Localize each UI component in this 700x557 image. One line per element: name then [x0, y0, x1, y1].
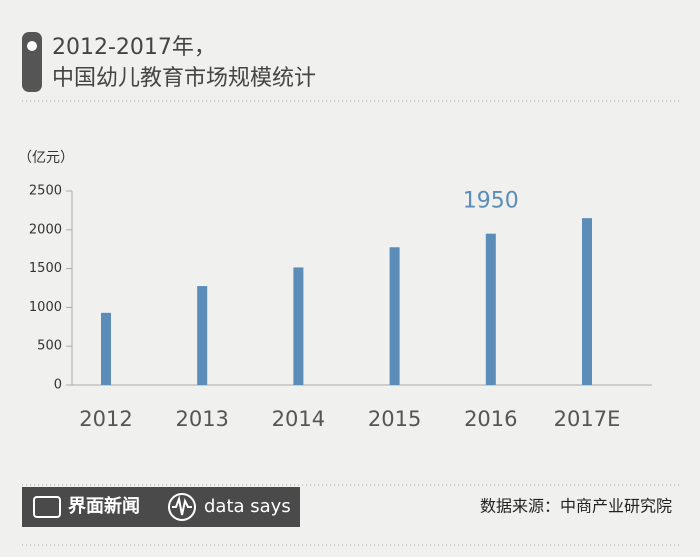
- x-tick-label: 2012: [79, 407, 132, 431]
- x-tick-label: 2017E: [554, 407, 621, 431]
- chart-subtitle: 中国幼儿教育市场规模统计: [52, 66, 316, 91]
- bar: [582, 218, 592, 385]
- y-axis-label: （亿元）: [18, 150, 74, 166]
- brand: 界面新闻: [68, 495, 140, 517]
- source: 数据来源：中商产业研究院: [480, 497, 672, 516]
- brand-tag-wave: [172, 495, 192, 516]
- bar: [101, 312, 111, 385]
- y-tick-label: 1000: [29, 300, 62, 315]
- bar: [485, 233, 496, 385]
- y-tick-label: 1500: [29, 261, 62, 276]
- brand-icon: [33, 496, 61, 518]
- value-label: 1950: [463, 189, 519, 214]
- x-tick-label: 2015: [368, 407, 421, 431]
- brand-box: [22, 487, 300, 527]
- bar: [197, 286, 208, 385]
- bar: [293, 267, 304, 385]
- bar: [389, 247, 400, 385]
- x-tick-label: 2013: [175, 407, 228, 431]
- y-tick-label: 500: [37, 339, 62, 354]
- brand-tag: data says: [204, 496, 291, 517]
- title-icon: [22, 32, 42, 92]
- y-tick-label: 2000: [29, 222, 62, 237]
- brand-tag-icon: [168, 493, 196, 521]
- y-tick-label: 0: [54, 378, 62, 393]
- chart-title: 2012-2017年，: [52, 35, 216, 60]
- y-tick-label: 2500: [29, 184, 62, 199]
- x-tick-label: 2014: [272, 407, 325, 431]
- x-tick-label: 2016: [464, 407, 517, 431]
- title-icon-dot: [27, 41, 37, 51]
